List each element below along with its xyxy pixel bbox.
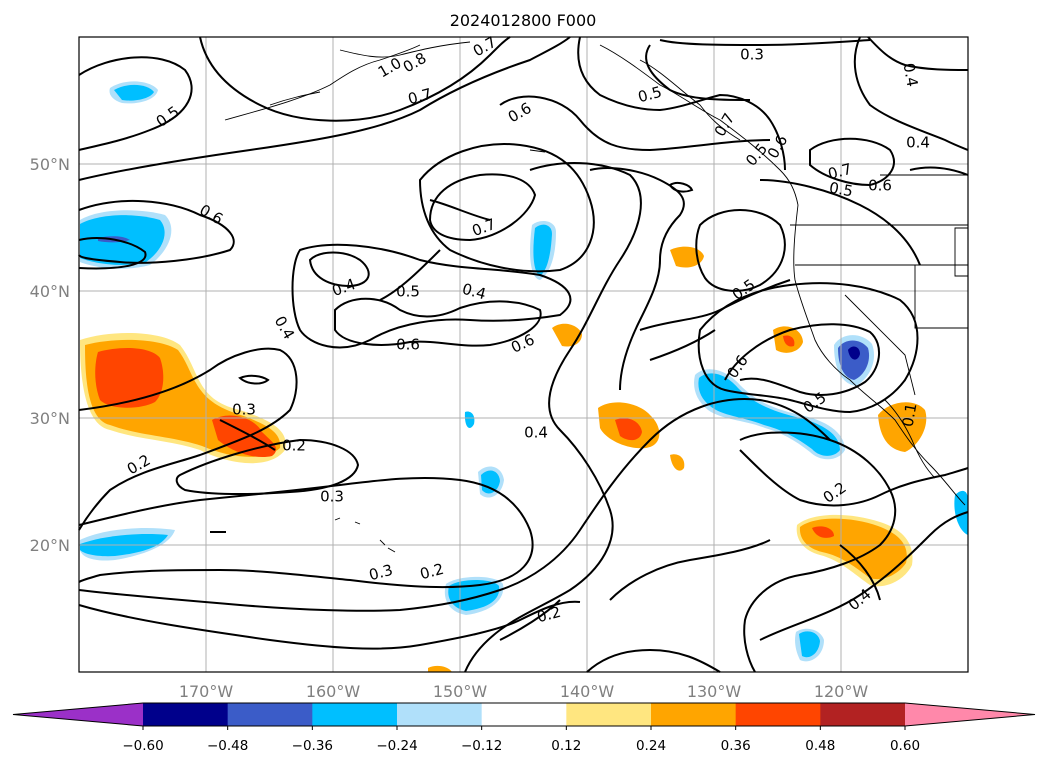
lon-label-130w: 130°W	[687, 682, 742, 701]
contour-label: 0.3	[367, 561, 395, 585]
contour-label: 0.6	[868, 177, 892, 195]
colorbar-bin	[820, 703, 906, 726]
map-frame	[78, 36, 969, 673]
colorbar-bin	[227, 703, 313, 726]
latitude-labels: 50°N 40°N 30°N 20°N	[30, 155, 70, 555]
contour-label: 0.2	[535, 603, 563, 627]
contour-label: 0.7	[826, 160, 854, 184]
lat-label-40n: 40°N	[30, 282, 70, 301]
colorbar-tick-label: −0.60	[122, 738, 163, 754]
colorbar-bin	[735, 703, 821, 726]
contour-label: 0.2	[418, 560, 446, 584]
contour-lines	[78, 36, 969, 673]
colorbar-bin	[566, 703, 652, 726]
lon-label-150w: 150°W	[433, 682, 488, 701]
colorbar-tick-label: 0.24	[636, 738, 666, 754]
lon-label-170w: 170°W	[179, 682, 234, 701]
colorbar-extend-high	[905, 703, 1035, 726]
colorbar-bin	[143, 703, 229, 726]
lon-label-120w: 120°W	[814, 682, 869, 701]
contour-label: 0.1	[899, 402, 921, 429]
lon-label-160w: 160°W	[306, 682, 361, 701]
contour-label: 0.4	[460, 280, 488, 304]
contour-labels: 0.50.60.70.81.00.7 0.50.30.40.40.60.70.4 0…	[124, 33, 930, 626]
contour-label: 0.5	[828, 179, 855, 201]
map-title: 2024012800 F000	[450, 11, 597, 30]
contour-label: 0.4	[906, 134, 930, 152]
map-panel: 0.50.60.70.81.00.7 0.50.30.40.40.60.70.4 0…	[78, 33, 969, 673]
colorbar: −0.60 −0.48 −0.36 −0.24 −0.12 0.12 0.24 0.36 0.4…	[12, 702, 1036, 754]
contour-label: 0.3	[320, 488, 344, 506]
colorbar-tick-label: −0.48	[207, 738, 248, 754]
contour-label: 0.3	[740, 46, 764, 64]
colorbar-tick-label: 0.36	[721, 738, 751, 754]
contour-label: 0.6	[396, 336, 420, 354]
contour-label: 0.4	[524, 424, 548, 442]
contour-label: 0.7	[406, 85, 434, 109]
contour-label: 0.2	[282, 437, 306, 455]
contour-label: 0.4	[900, 62, 922, 89]
lon-label-140w: 140°W	[560, 682, 615, 701]
lat-label-50n: 50°N	[30, 155, 70, 174]
colorbar-tick-label: −0.36	[292, 738, 333, 754]
lat-label-30n: 30°N	[30, 409, 70, 428]
longitude-labels: 170°W 160°W 150°W 140°W 130°W 120°W	[179, 682, 869, 701]
colorbar-tick-label: −0.12	[461, 738, 502, 754]
colorbar-extend-low	[13, 703, 143, 726]
colorbar-bin	[481, 703, 567, 726]
colorbar-tick-label: 0.48	[805, 738, 835, 754]
lat-label-20n: 20°N	[30, 536, 70, 555]
contour-label: 0.5	[636, 83, 664, 107]
colorbar-bin	[312, 703, 398, 726]
contour-label: 0.3	[232, 401, 256, 419]
graticule	[79, 37, 968, 672]
colorbar-bin	[651, 703, 737, 726]
colorbar-tick-label: 0.12	[551, 738, 581, 754]
colorbar-tick-label: 0.60	[890, 738, 920, 754]
colorbar-tick-label: −0.24	[376, 738, 417, 754]
positive-anomaly-shading	[80, 246, 927, 672]
contour-label: 0.5	[396, 283, 420, 301]
colorbar-bin	[397, 703, 483, 726]
